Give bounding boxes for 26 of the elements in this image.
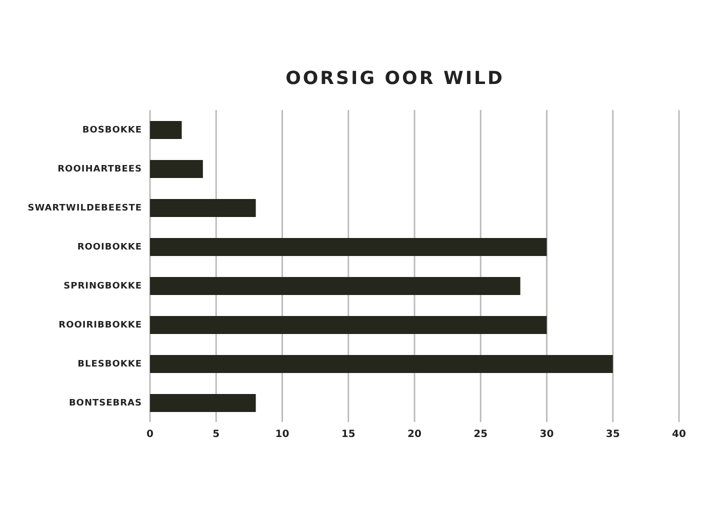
bar bbox=[150, 316, 547, 334]
x-tick-label: 10 bbox=[275, 429, 290, 440]
chart-title: OORSIG OOR WILD bbox=[284, 68, 506, 89]
bar bbox=[150, 394, 256, 412]
y-tick-label: SPRINGBOKKE bbox=[64, 282, 142, 292]
x-tick-label: 25 bbox=[474, 429, 488, 440]
x-tick-label: 35 bbox=[606, 429, 620, 440]
y-tick-label: ROOIHARTBEES bbox=[58, 164, 142, 175]
y-tick-label: SWARTWILDEBEESTE bbox=[28, 204, 142, 214]
bar bbox=[150, 160, 203, 178]
bar bbox=[150, 277, 520, 295]
x-tick-label: 0 bbox=[146, 429, 154, 440]
bar bbox=[150, 238, 547, 256]
y-tick-label: BOSBOKKE bbox=[82, 126, 142, 136]
x-tick-label: 5 bbox=[212, 429, 220, 440]
y-tick-label: ROOIBOKKE bbox=[77, 242, 142, 253]
bar bbox=[150, 355, 613, 373]
y-tick-label: BLESBOKKE bbox=[78, 360, 142, 370]
x-tick-label: 15 bbox=[341, 429, 356, 440]
y-tick-label: BONTSEBRAS bbox=[68, 398, 142, 409]
x-tick-label: 20 bbox=[408, 429, 422, 440]
bar bbox=[150, 121, 182, 139]
bar bbox=[150, 199, 256, 217]
y-tick-label: ROOIRIBBOKKE bbox=[58, 320, 142, 331]
x-tick-label: 30 bbox=[540, 429, 554, 440]
x-tick-label: 40 bbox=[672, 429, 686, 440]
